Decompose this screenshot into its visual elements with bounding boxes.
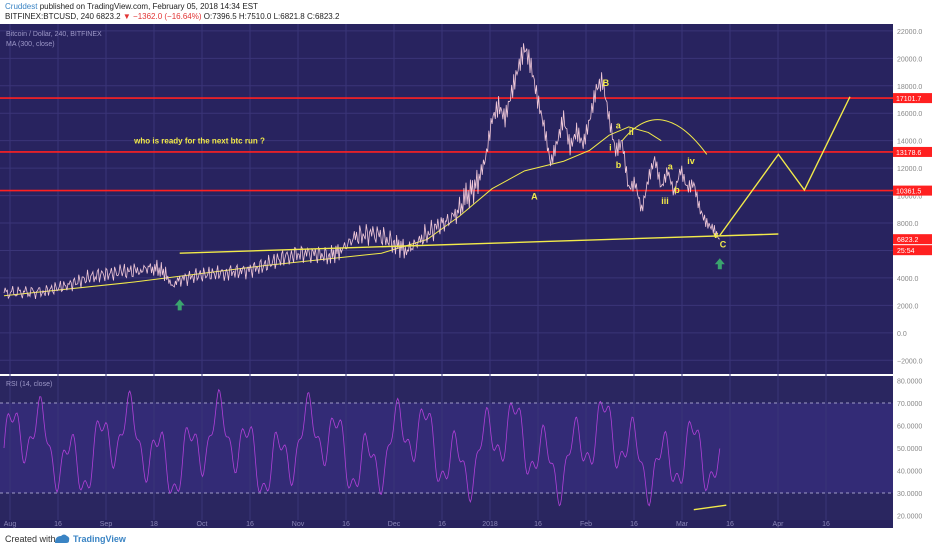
wave-annotation: B — [603, 78, 610, 88]
y-tick-label: 2000.0 — [897, 303, 919, 310]
rsi-tick-label: 50.0000 — [897, 446, 922, 453]
resistance-price-tag — [893, 185, 932, 196]
price-pane — [0, 24, 893, 374]
x-tick-label: 16 — [438, 521, 446, 528]
arc-curve — [621, 119, 708, 155]
wave-annotation: ii — [629, 127, 634, 137]
last-price: 6823.2 — [96, 12, 121, 21]
publish-line: Cruddest published on TradingView.com, F… — [5, 2, 258, 11]
rsi-tick-label: 80.0000 — [897, 379, 922, 386]
rsi-band — [0, 403, 893, 493]
tradingview-logo-icon — [55, 534, 70, 543]
current-price-tag — [893, 234, 932, 245]
tradingview-brand[interactable]: TradingView — [73, 534, 126, 544]
resistance-price-tag — [893, 93, 932, 104]
x-tick-label: 16 — [534, 521, 542, 528]
wave-annotation: i — [609, 142, 612, 152]
resistance-label: 17101.7 — [896, 96, 921, 103]
wave-annotation: iv — [687, 156, 695, 166]
x-tick-label: 16 — [726, 521, 734, 528]
wave-annotation: b — [674, 185, 680, 195]
time-axis — [0, 520, 893, 528]
rsi-tick-label: 70.0000 — [897, 401, 922, 408]
y-tick-label: 10000.0 — [897, 194, 922, 201]
price-line — [3, 43, 720, 300]
wave-annotation: b — [616, 160, 622, 170]
chart-title: Bitcoin / Dollar, 240, BITFINEX — [6, 31, 102, 38]
up-arrow-icon — [714, 258, 725, 270]
resistance-price-tag — [893, 146, 932, 157]
resistance-label: 13178.6 — [896, 150, 921, 157]
ohlc-text: O:7396.5 H:7510.0 L:6821.8 C:6823.2 — [203, 12, 340, 21]
price-axis — [893, 24, 932, 528]
y-tick-label: 20000.0 — [897, 56, 922, 63]
created-with-text: Created with — [5, 534, 56, 544]
current-price-label: 6823.2 — [897, 237, 919, 244]
grid-lines — [0, 24, 893, 520]
wave-annotation: iii — [661, 196, 669, 206]
ma-indicator-label: MA (300, close) — [6, 41, 55, 48]
resistance-label: 10361.5 — [896, 189, 921, 196]
wave-annotation: A — [531, 192, 538, 202]
y-tick-label: −2000.0 — [897, 358, 923, 365]
y-tick-label: 14000.0 — [897, 139, 922, 146]
down-arrow-icon: ▼ — [122, 12, 131, 21]
x-tick-label: Mar — [676, 521, 689, 528]
x-tick-label: 16 — [54, 521, 62, 528]
author-link[interactable]: Cruddest — [5, 2, 38, 11]
projection-path — [719, 96, 851, 236]
wave-annotation: who is ready for the next btc run ? — [133, 136, 265, 145]
rsi-tick-label: 40.0000 — [897, 469, 922, 476]
y-tick-label: 12000.0 — [897, 166, 922, 173]
countdown-label: 25:54 — [897, 248, 915, 255]
x-tick-label: Aug — [4, 521, 17, 528]
rsi-line — [3, 388, 721, 507]
y-tick-label: 22000.0 — [897, 29, 922, 36]
y-tick-label: 16000.0 — [897, 111, 922, 118]
x-tick-label: 16 — [342, 521, 350, 528]
rsi-tick-label: 60.0000 — [897, 424, 922, 431]
x-tick-label: 18 — [150, 521, 158, 528]
symbol-line: BITFINEX:BTCUSD, 240 6823.2 ▼ −1362.0 (−… — [5, 12, 339, 21]
wave-annotation: C — [720, 240, 727, 250]
y-tick-label: 4000.0 — [897, 276, 919, 283]
wave-annotation: v — [713, 230, 718, 240]
rsi-title: RSI (14, close) — [6, 381, 52, 388]
x-tick-label: 16 — [822, 521, 830, 528]
symbol-text: BITFINEX:BTCUSD, 240 — [5, 12, 94, 21]
rsi-tick-label: 30.0000 — [897, 491, 922, 498]
wave-annotation: a — [616, 120, 622, 130]
rsi-tick-label: 20.0000 — [897, 514, 922, 521]
x-tick-label: Dec — [388, 521, 401, 528]
x-tick-label: Oct — [197, 521, 208, 528]
wave-annotation: a — [668, 161, 674, 171]
countdown-tag — [893, 245, 932, 256]
footer: Created with TradingView — [0, 528, 932, 550]
price-change: −1362.0 (−16.64%) — [133, 12, 202, 21]
x-tick-label: Nov — [292, 521, 305, 528]
x-tick-label: 16 — [246, 521, 254, 528]
y-tick-label: 8000.0 — [897, 221, 919, 228]
x-tick-label: Apr — [773, 521, 785, 528]
x-tick-label: Sep — [100, 521, 113, 528]
x-tick-label: 2018 — [482, 521, 498, 528]
y-tick-label: 18000.0 — [897, 84, 922, 91]
y-tick-label: 0.0 — [897, 331, 907, 338]
published-text: published on TradingView.com, February 0… — [39, 2, 258, 11]
x-tick-label: 16 — [630, 521, 638, 528]
rsi-trendline — [693, 504, 727, 511]
x-tick-label: Feb — [580, 521, 592, 528]
up-arrow-icon — [174, 299, 185, 311]
support-trendline — [179, 233, 779, 254]
chart-area[interactable]: 22000.0 20000.0 18000.0 16000.0 14000.0 12000… — [0, 24, 932, 528]
publish-header: Cruddest published on TradingView.com, F… — [0, 0, 932, 24]
